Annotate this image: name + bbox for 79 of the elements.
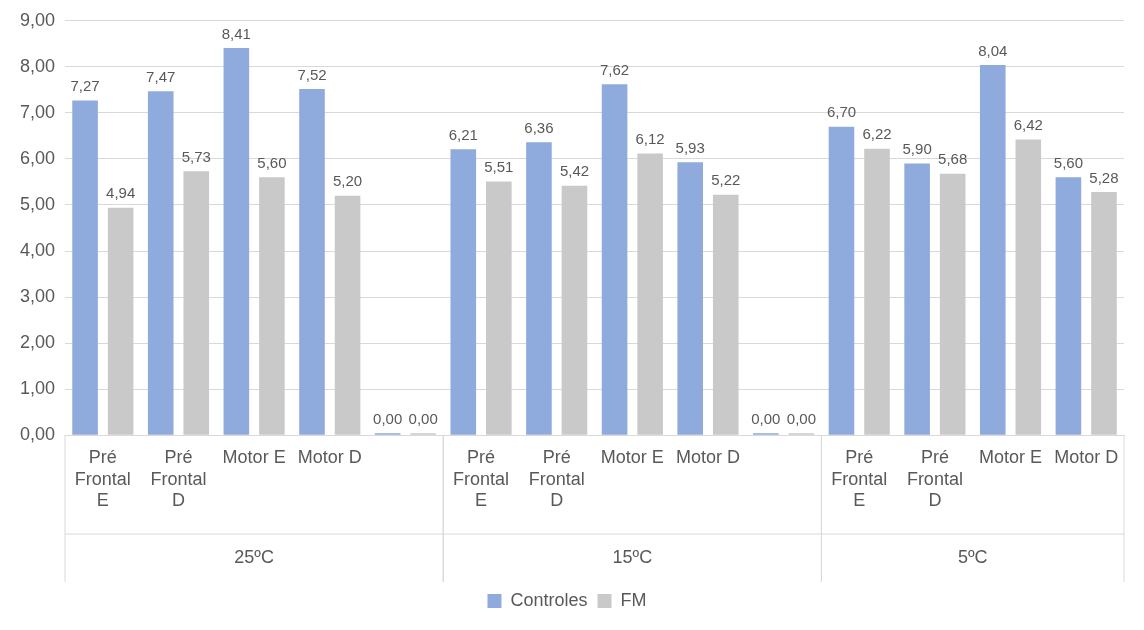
bar [939,173,966,435]
data-label: 6,12 [635,130,665,148]
y-tick-label: 0,00 [19,424,56,445]
bar [486,181,512,435]
data-label: 0,00 [373,409,403,427]
data-label: 6,22 [862,125,892,143]
data-label: 5,93 [675,138,705,156]
bar [107,207,134,435]
data-label: 5,51 [484,158,514,176]
data-label: 5,68 [938,150,968,168]
y-tick-label: 4,00 [19,239,56,260]
x-tick-label: Pré Frontal D [150,446,207,511]
bar [334,195,361,435]
bar [904,163,930,435]
bar [183,171,210,435]
bar [450,149,477,435]
x-tick-label: Motor D [1054,446,1119,467]
data-label: 8,04 [978,41,1008,59]
bar [561,185,588,435]
y-tick-label: 3,00 [19,286,56,307]
text: 5ºC [957,546,988,567]
x-tick-label: Motor D [675,446,740,467]
data-label: 6,21 [448,125,478,143]
legend-label: FM [620,589,647,610]
data-label: 5,22 [711,171,741,189]
data-label: 0,00 [751,409,781,427]
y-tick-label: 1,00 [19,378,56,399]
bar [712,194,739,435]
data-label: 7,27 [70,77,100,95]
bar [259,177,285,435]
bar [147,91,174,435]
data-label: 0,00 [786,409,816,427]
data-label: 8,41 [221,24,251,42]
legend-label: Controles [510,589,588,610]
y-tick-label: 9,00 [19,9,56,30]
data-label: 6,36 [524,119,554,136]
bar [828,126,855,435]
data-label: 5,42 [559,162,590,180]
x-tick-label: Motor E [222,446,286,467]
bar [1055,177,1082,435]
y-tick-label: 2,00 [19,332,56,353]
data-label: 4,94 [106,184,136,202]
data-label: 5,20 [332,172,363,190]
x-tick-label: Motor E [979,446,1043,467]
x-tick-label: Pré Frontal D [528,446,585,511]
bar [979,65,1006,435]
y-tick-label: 7,00 [19,101,56,122]
bar [72,100,98,435]
data-label: 5,28 [1089,168,1119,186]
bar [223,47,250,435]
x-tick-label: Pré Frontal E [831,446,888,511]
bar [677,162,703,435]
bar [864,148,890,435]
data-label: 6,42 [1013,116,1043,134]
data-label: 7,62 [599,60,630,78]
bar [526,142,552,435]
bar [1015,139,1042,435]
y-tick-label: 8,00 [19,55,56,76]
data-label: 5,60 [1053,153,1084,171]
bar [1091,192,1117,435]
bar [601,84,628,435]
bar [299,88,325,435]
y-tick-label: 6,00 [19,147,56,168]
x-tick-label: Motor E [600,446,664,467]
text: 15ºC [612,546,653,567]
data-label: 0,00 [408,409,438,427]
y-tick-label: 5,00 [19,193,56,214]
data-label: 5,73 [181,148,211,166]
x-tick-label: Pré Frontal E [453,446,510,511]
data-label: 7,52 [297,65,327,83]
data-label: 6,70 [826,103,857,121]
bar [637,153,663,435]
data-label: 7,47 [146,67,176,85]
text: 25ºC [234,546,274,567]
x-tick-label: Motor D [297,446,362,467]
data-label: 5,60 [257,153,287,171]
x-tick-label: Pré Frontal D [906,446,963,511]
data-label: 5,90 [902,140,932,158]
x-tick-label: Pré Frontal E [74,446,131,511]
